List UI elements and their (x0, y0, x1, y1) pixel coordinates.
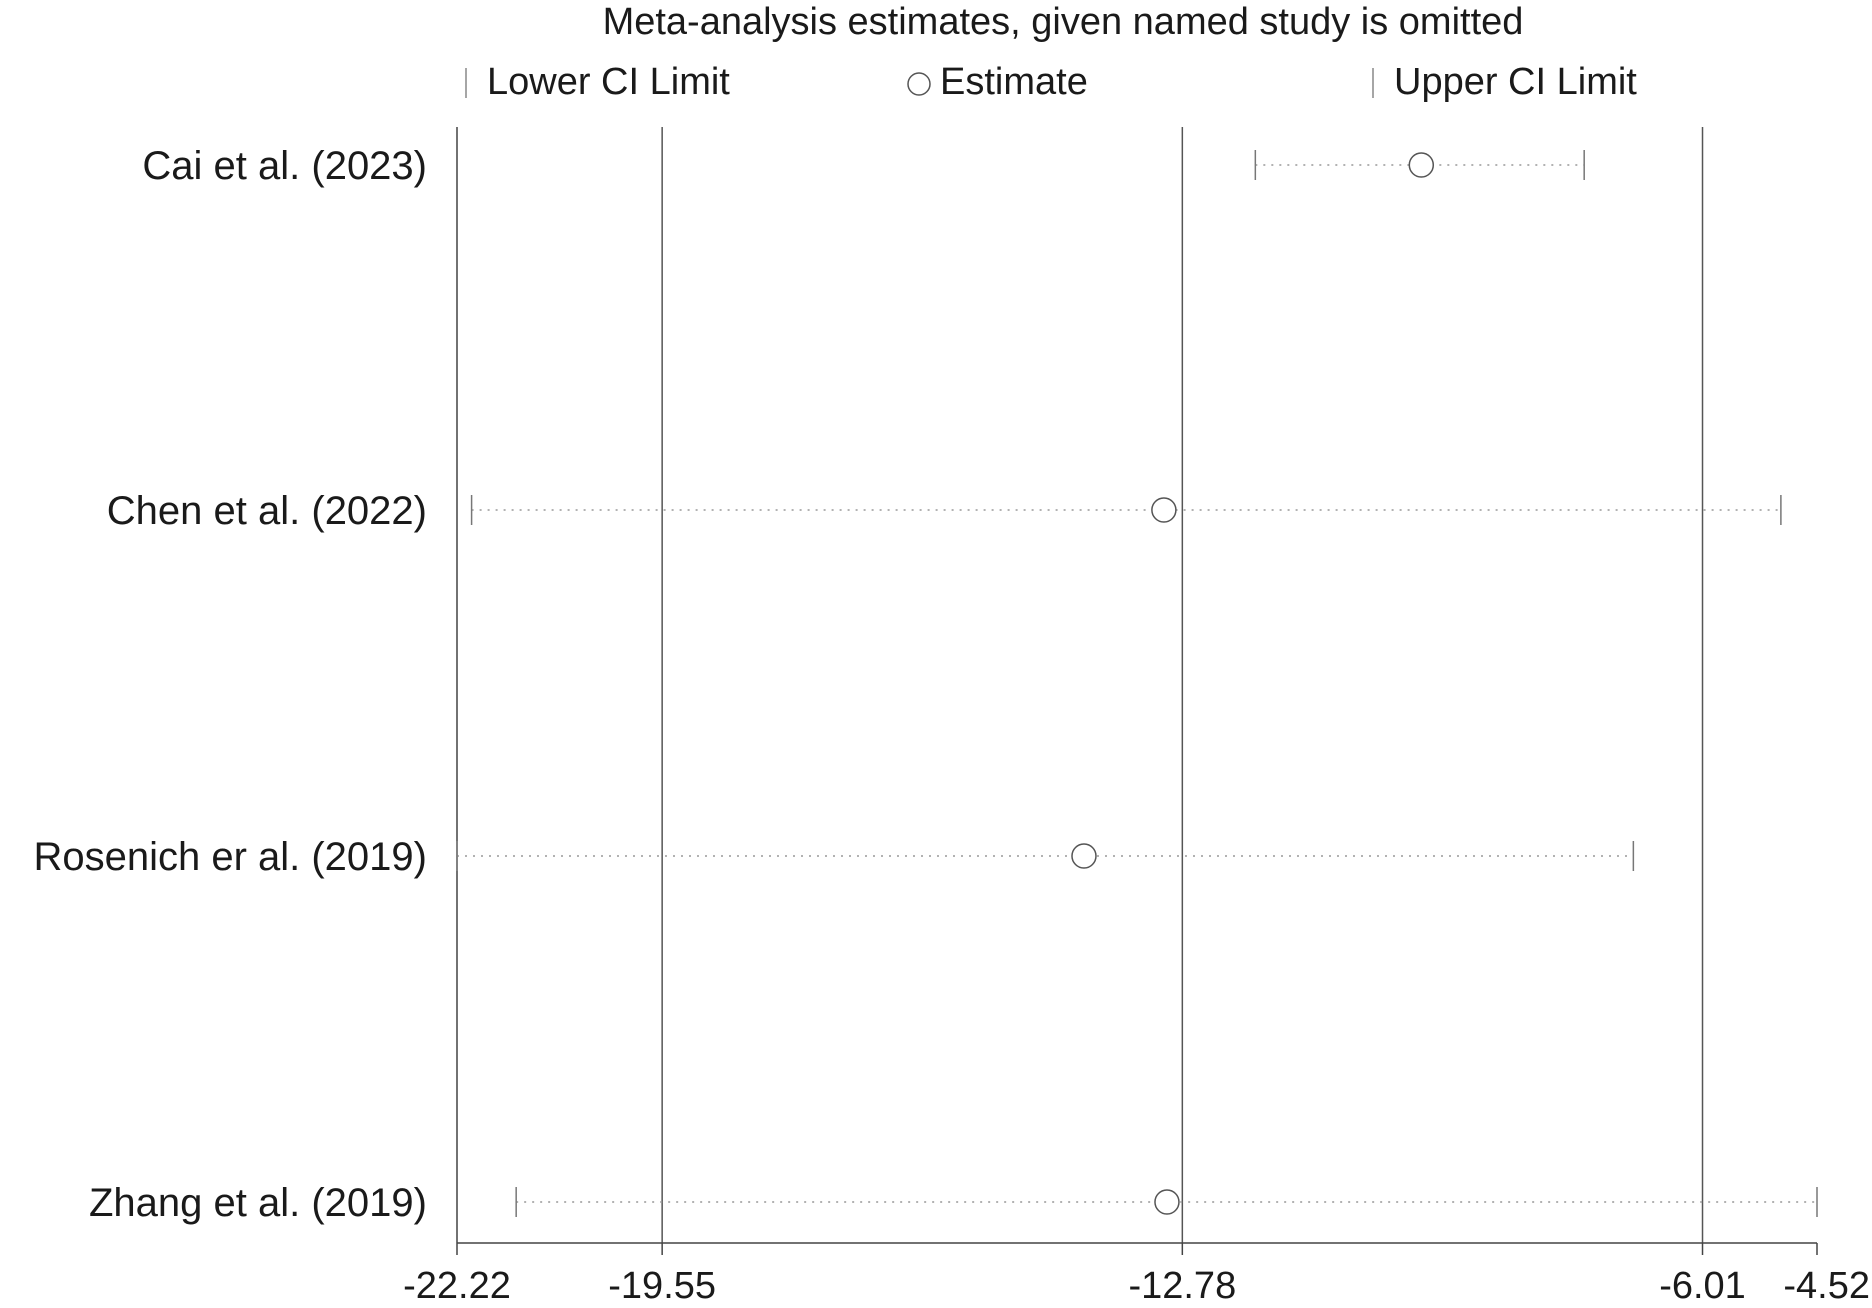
x-tick-label-2: -12.78 (1128, 1265, 1236, 1307)
x-tick-label-3: -6.01 (1659, 1265, 1746, 1307)
study-label-1: Chen et al. (2022) (107, 489, 427, 533)
estimate-point-1 (1151, 497, 1177, 523)
chart-title: Meta-analysis estimates, given named stu… (603, 1, 1524, 43)
legend: Lower CI Limit Estimate Upper CI Limit (465, 61, 1637, 103)
x-tick-label-4: -4.52 (1783, 1265, 1870, 1307)
reference-lines (661, 127, 1704, 1243)
study-label-0: Cai et al. (2023) (142, 144, 427, 188)
study-label-3: Zhang et al. (2019) (89, 1181, 427, 1225)
legend-upper-ci-label: Upper CI Limit (1394, 61, 1637, 103)
legend-lower-ci-label: Lower CI Limit (487, 61, 730, 103)
study-label-2: Rosenich er al. (2019) (33, 835, 427, 879)
legend-estimate-label: Estimate (940, 61, 1088, 103)
x-axis-ticks: -22.22 -19.55 -12.78 -6.01 -4.52 (403, 1243, 1870, 1307)
estimate-point-3 (1154, 1189, 1180, 1215)
legend-estimate-circle (907, 72, 931, 96)
estimate-point-2 (1071, 843, 1097, 869)
estimate-point-0 (1408, 152, 1435, 178)
x-tick-label-0: -22.22 (403, 1265, 511, 1307)
study-rows: Cai et al. (2023) Chen et al. (2022) Rosen… (33, 144, 1818, 1225)
x-tick-label-1: -19.55 (608, 1265, 716, 1307)
